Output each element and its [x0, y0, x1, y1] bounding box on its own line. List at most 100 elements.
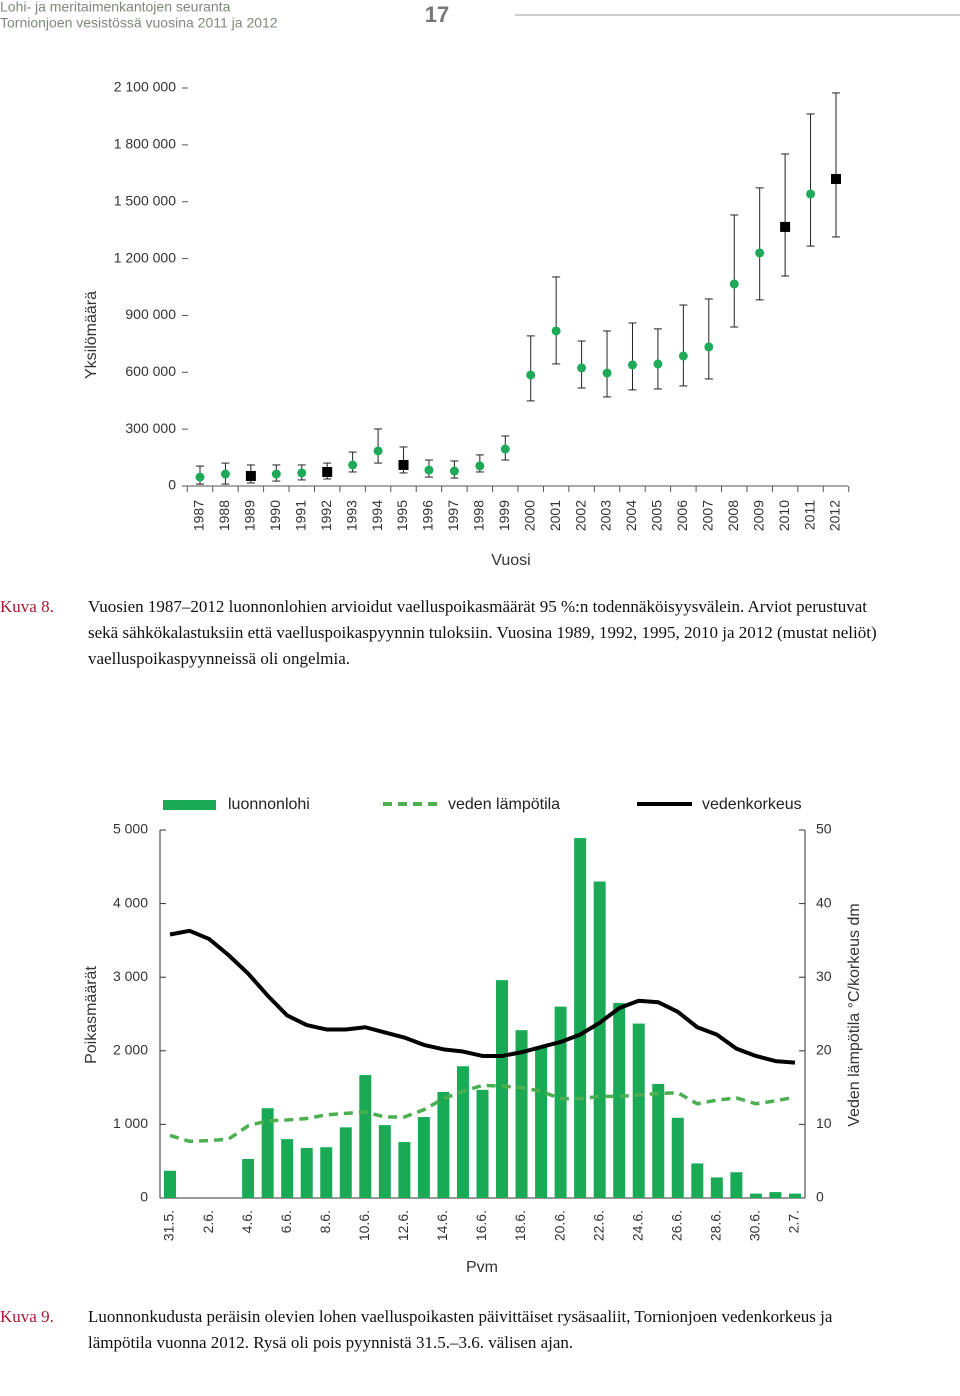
bar: [496, 980, 509, 1198]
bar: [535, 1046, 548, 1198]
point: [245, 470, 256, 481]
x-tick-label: 1994: [369, 500, 385, 531]
y-tick-label: 2 000: [113, 1042, 148, 1058]
x-tick-label: 2004: [623, 500, 639, 531]
point: [475, 461, 485, 471]
point: [653, 359, 663, 369]
x-tick-label: 1988: [216, 500, 232, 531]
bar: [398, 1142, 411, 1198]
y2-tick-label: 10: [816, 1115, 832, 1131]
point: [831, 173, 841, 184]
legend-label: luonnonlohi: [228, 796, 310, 813]
caption-text: Vuosien 1987–2012 luonnonlohien arvioidu…: [88, 597, 877, 668]
x-tick-label: 1996: [420, 500, 436, 531]
y2-axis-label: Veden lämpötila °C/korkeus dm: [846, 903, 863, 1126]
x-tick-label: 2006: [674, 500, 690, 531]
y-axis-label: Poikasmäärät: [83, 966, 100, 1064]
point: [806, 189, 816, 199]
point: [526, 370, 536, 380]
x-tick-label: 2012: [827, 500, 843, 531]
bar: [281, 1139, 294, 1198]
x-tick-label: 2.7.: [786, 1210, 802, 1233]
bar: [339, 1127, 352, 1198]
y2-tick-label: 0: [816, 1189, 824, 1205]
y-tick-label: 900 000: [125, 306, 176, 322]
x-axis-label: Pvm: [466, 1259, 498, 1276]
caption-text: Luonnonkudusta peräisin olevien lohen va…: [88, 1307, 833, 1352]
caption-label: Kuva 8.: [0, 597, 54, 616]
point: [500, 444, 510, 454]
point: [755, 248, 765, 258]
bar: [476, 1089, 489, 1198]
bar: [710, 1177, 723, 1198]
y-tick-label: 1 500 000: [114, 192, 176, 208]
bar: [456, 1066, 469, 1198]
x-tick-label: 31.5.: [161, 1210, 177, 1241]
bar: [261, 1108, 274, 1198]
bar: [320, 1147, 333, 1198]
x-tick-label: 1995: [394, 500, 410, 531]
x-tick-label: 12.6.: [395, 1210, 411, 1241]
x-tick-label: 1987: [191, 500, 207, 531]
bar: [632, 1023, 645, 1198]
y-tick-label: 2 100 000: [114, 79, 176, 95]
x-tick-label: 1999: [496, 500, 512, 531]
point: [729, 279, 739, 289]
legend-label: veden lämpötila: [448, 796, 560, 813]
x-tick-label: 18.6.: [512, 1210, 528, 1241]
x-tick-label: 1993: [343, 500, 359, 531]
y-tick-label: 4 000: [113, 894, 148, 910]
point: [373, 446, 383, 456]
y-tick-label: 3 000: [113, 968, 148, 984]
x-tick-label: 2007: [700, 500, 716, 531]
bar: [378, 1125, 391, 1198]
bar: [749, 1193, 762, 1198]
bar: [769, 1192, 782, 1198]
x-tick-label: 10.6.: [356, 1210, 372, 1241]
point: [678, 351, 688, 361]
point: [780, 221, 791, 232]
point: [424, 465, 434, 475]
x-tick-label: 20.6.: [551, 1210, 567, 1241]
y2-tick-label: 40: [816, 894, 832, 910]
x-tick-label: 2011: [801, 500, 817, 530]
x-tick-label: 2.6.: [200, 1210, 216, 1233]
y-tick-label: 0: [168, 477, 176, 493]
point: [449, 466, 459, 476]
x-tick-label: 2002: [572, 500, 588, 531]
point: [602, 368, 612, 378]
legend-swatch: [163, 800, 216, 810]
bar: [164, 1170, 176, 1198]
x-tick-label: 1989: [242, 500, 258, 531]
y-tick-label: 300 000: [125, 420, 176, 436]
bar: [788, 1193, 801, 1198]
point: [551, 326, 561, 336]
bar: [300, 1147, 313, 1198]
x-tick-label: 1997: [445, 500, 461, 531]
x-tick-label: 14.6.: [434, 1210, 450, 1241]
y-tick-label: 1 800 000: [114, 136, 176, 152]
x-tick-label: 4.6.: [239, 1210, 255, 1233]
bar: [574, 838, 587, 1198]
point: [348, 460, 358, 470]
x-tick-label: 24.6.: [629, 1210, 645, 1241]
x-tick-label: 8.6.: [317, 1210, 333, 1233]
point: [297, 468, 307, 478]
point: [577, 363, 587, 373]
x-tick-label: 28.6.: [708, 1210, 724, 1241]
y2-tick-label: 30: [816, 968, 832, 984]
legend-label: vedenkorkeus: [702, 796, 802, 813]
header-line: Lohi- ja meritaimenkantojen seuranta: [0, 0, 231, 15]
x-tick-label: 2008: [725, 500, 741, 531]
y-tick-label: 1 200 000: [114, 249, 176, 265]
bar: [613, 1002, 626, 1198]
bar: [671, 1117, 684, 1198]
caption-label: Kuva 9.: [0, 1307, 54, 1326]
bar: [593, 881, 606, 1198]
point: [220, 469, 230, 479]
x-tick-label: 2001: [547, 500, 563, 531]
page-number: 17: [425, 2, 449, 27]
y-tick-label: 0: [140, 1189, 148, 1205]
bar: [730, 1172, 743, 1198]
bar: [359, 1075, 372, 1198]
